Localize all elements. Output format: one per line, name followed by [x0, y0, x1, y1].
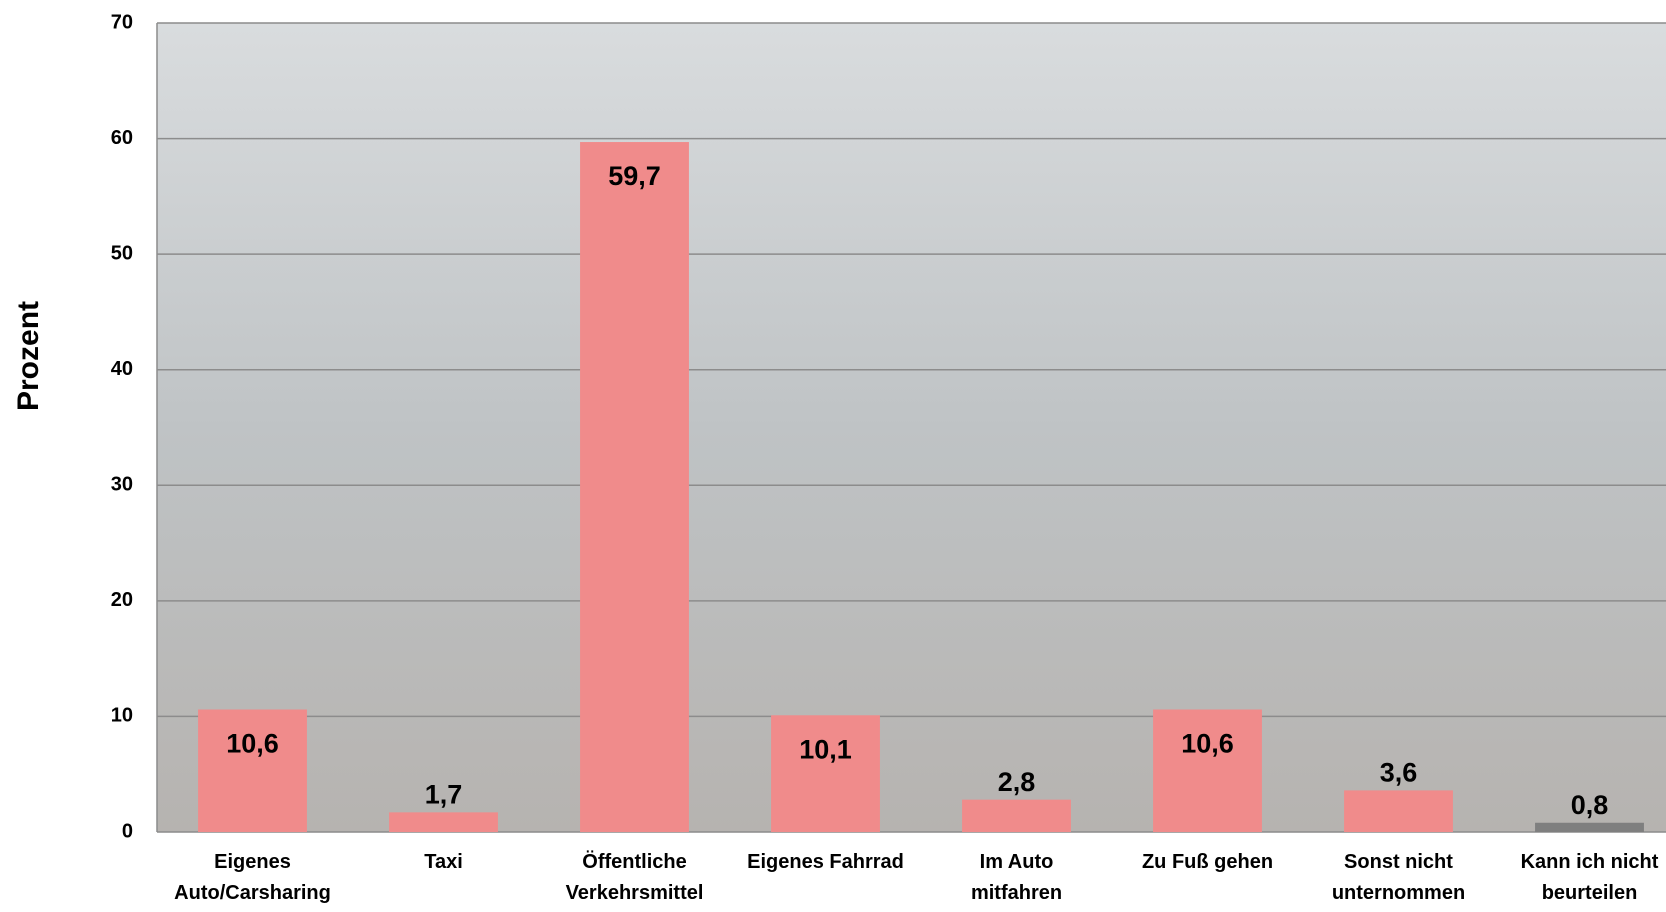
y-axis-label: Prozent: [12, 301, 45, 411]
bar: [1344, 790, 1453, 832]
value-label: 10,6: [1181, 729, 1234, 759]
chart: Prozent EigenesAuto/Carsharing 10,6 Taxi 1,…: [0, 0, 1666, 912]
value-label: 10,1: [799, 734, 852, 764]
bar: [389, 812, 498, 832]
value-label: 3,6: [1380, 758, 1418, 788]
plot-background: [157, 23, 1666, 832]
value-label: 2,8: [998, 767, 1036, 797]
y-tick-label: 50: [111, 242, 133, 264]
y-tick-label: 0: [122, 820, 133, 842]
y-tick-label: 60: [111, 127, 133, 149]
bar: [580, 142, 689, 832]
y-tick-label: 40: [111, 358, 133, 380]
value-label: 10,6: [226, 729, 279, 759]
x-tick-label: Taxi: [424, 851, 463, 873]
bar: [962, 800, 1071, 832]
value-label: 1,7: [425, 779, 463, 809]
bar: [771, 715, 880, 832]
value-label: 0,8: [1571, 790, 1609, 820]
y-tick-label: 20: [111, 589, 133, 611]
x-tick-label: Eigenes Fahrrad: [747, 851, 904, 873]
x-tick-label: Zu Fuß gehen: [1142, 851, 1273, 873]
y-tick-label: 10: [111, 705, 133, 727]
value-label: 59,7: [608, 161, 661, 191]
y-tick-label: 70: [111, 11, 133, 33]
y-tick-label: 30: [111, 474, 133, 496]
bar: [1535, 823, 1644, 832]
